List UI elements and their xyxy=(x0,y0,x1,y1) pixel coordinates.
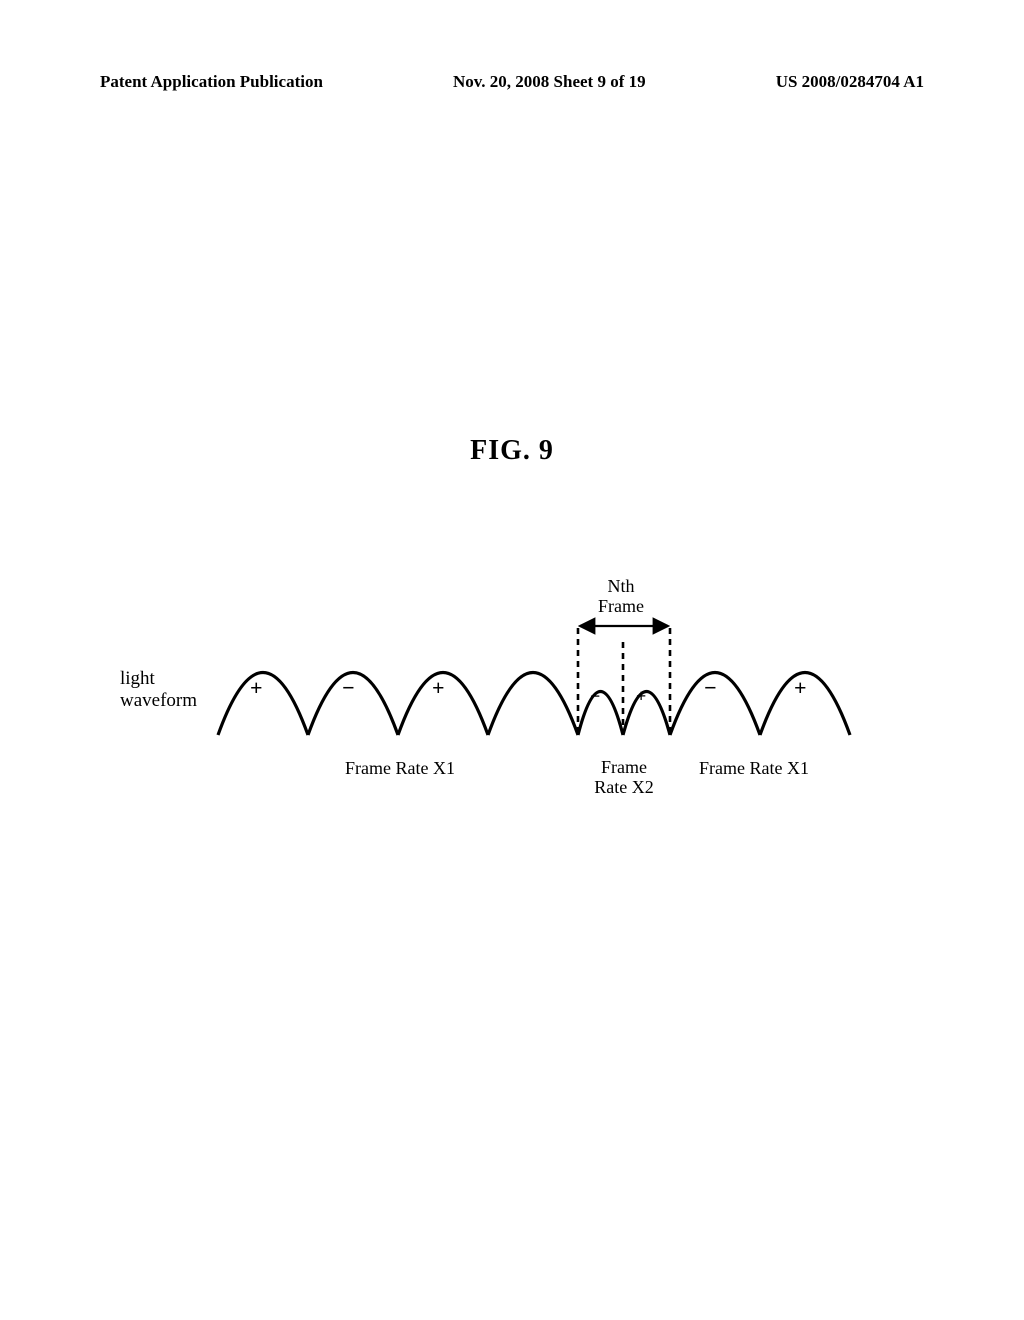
frame-rate-x1-right: Frame Rate X1 xyxy=(684,758,824,779)
polarity-5: − xyxy=(590,686,600,707)
figure-title: FIG. 9 xyxy=(0,435,1024,467)
page-header: Patent Application Publication Nov. 20, … xyxy=(0,72,1024,92)
polarity-2: − xyxy=(342,675,355,701)
polarity-8: + xyxy=(794,675,807,701)
polarity-1: + xyxy=(250,675,263,701)
frame-rate-x1-left: Frame Rate X1 xyxy=(330,758,470,779)
polarity-6: + xyxy=(636,686,646,707)
header-center: Nov. 20, 2008 Sheet 9 of 19 xyxy=(453,72,646,92)
polarity-7: − xyxy=(704,675,717,701)
frame-rate-x2: Frame Rate X2 xyxy=(578,758,670,798)
polarity-3: + xyxy=(432,675,445,701)
figure-diagram: light waveform Nth Frame xyxy=(120,580,890,840)
header-right: US 2008/0284704 A1 xyxy=(776,72,924,92)
arc-group xyxy=(218,673,850,736)
header-left: Patent Application Publication xyxy=(100,72,323,92)
